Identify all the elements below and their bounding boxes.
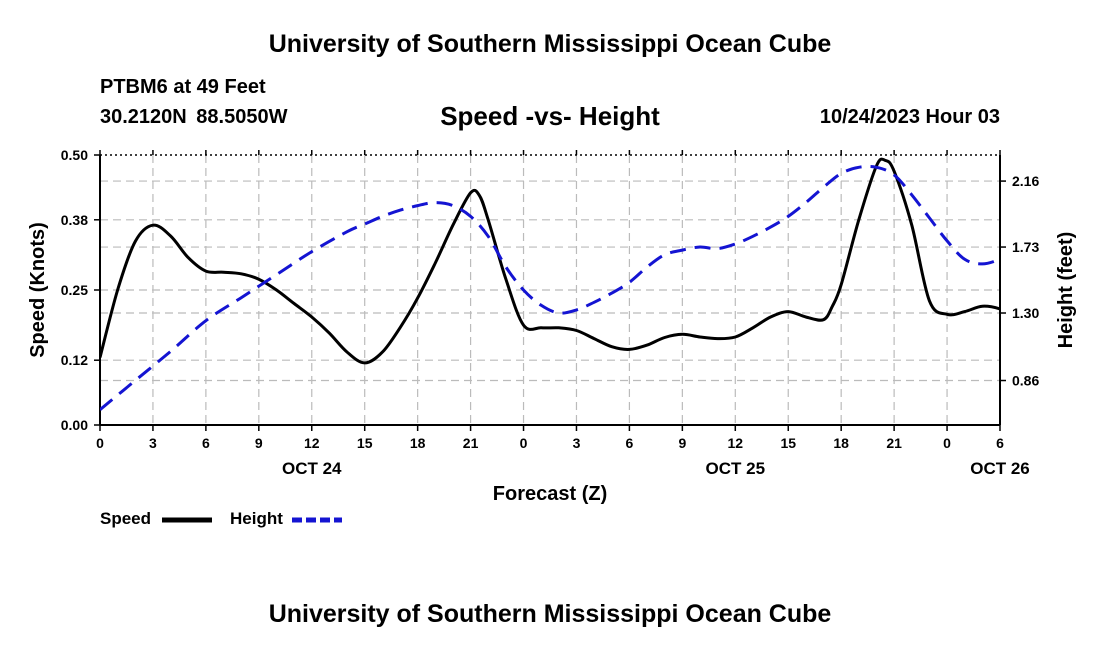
x-tick-label: 12 bbox=[728, 435, 744, 451]
x-tick-label: 0 bbox=[520, 435, 528, 451]
x-tick-label: 18 bbox=[410, 435, 426, 451]
y-tick-label: 0.25 bbox=[61, 282, 88, 298]
date-label: OCT 26 bbox=[970, 459, 1030, 478]
x-tick-label: 6 bbox=[996, 435, 1004, 451]
y-tick-label: 0.50 bbox=[61, 147, 88, 163]
date-label: OCT 24 bbox=[282, 459, 342, 478]
forecast-datetime: 10/24/2023 Hour 03 bbox=[819, 106, 1000, 128]
y2-tick-label: 1.73 bbox=[1012, 239, 1039, 255]
y2-tick-label: 2.16 bbox=[1012, 173, 1039, 189]
x-tick-label: 9 bbox=[678, 435, 686, 451]
x-tick-label: 6 bbox=[202, 435, 210, 451]
x-tick-label: 3 bbox=[149, 435, 157, 451]
y2-axis-label: Height (feet) bbox=[1055, 232, 1077, 349]
x-tick-label: 12 bbox=[304, 435, 320, 451]
y-tick-label: 0.12 bbox=[61, 352, 88, 368]
speed-series-line bbox=[100, 157, 1000, 365]
x-tick-label: 18 bbox=[833, 435, 849, 451]
x-axis-label: Forecast (Z) bbox=[493, 483, 607, 505]
coordinates-label: 30.2120N 88.5050W bbox=[100, 106, 288, 128]
main-title: University of Southern Mississippi Ocean… bbox=[268, 30, 832, 58]
height-series-line bbox=[100, 164, 1000, 411]
x-tick-label: 15 bbox=[357, 435, 373, 451]
x-tick-label: 3 bbox=[573, 435, 581, 451]
x-tick-label: 6 bbox=[626, 435, 634, 451]
footer-title: University of Southern Mississippi Ocean… bbox=[268, 600, 832, 628]
y2-tick-label: 1.30 bbox=[1012, 305, 1039, 321]
x-tick-label: 0 bbox=[943, 435, 951, 451]
chart-title: Speed -vs- Height bbox=[440, 101, 660, 131]
y-tick-label: 0.38 bbox=[61, 212, 88, 228]
y-axis-label: Speed (Knots) bbox=[27, 222, 49, 358]
legend-height-label: Height bbox=[230, 509, 283, 528]
legend-speed-label: Speed bbox=[100, 509, 152, 528]
x-tick-label: 9 bbox=[255, 435, 263, 451]
date-label: OCT 25 bbox=[706, 459, 766, 478]
y-tick-label: 0.00 bbox=[61, 417, 88, 433]
y2-tick-label: 0.86 bbox=[1012, 373, 1039, 389]
station-label: PTBM6 at 49 Feet bbox=[100, 76, 266, 98]
x-tick-label: 21 bbox=[463, 435, 479, 451]
x-tick-label: 0 bbox=[96, 435, 104, 451]
x-tick-label: 15 bbox=[780, 435, 796, 451]
x-tick-label: 21 bbox=[886, 435, 902, 451]
